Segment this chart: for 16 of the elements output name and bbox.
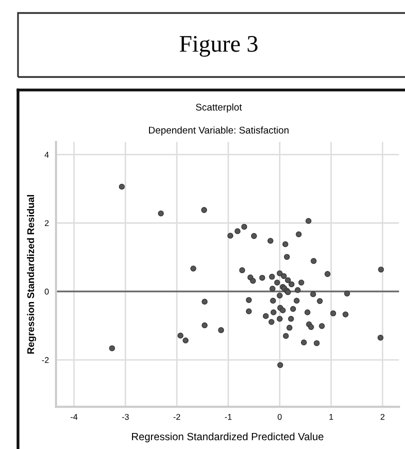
- x-tick-label: 0: [278, 414, 282, 420]
- chart-subtitle: Dependent Variable: Satisfaction: [149, 126, 289, 136]
- chart-title: Scatterplot: [196, 103, 242, 113]
- y-tick-label: 2: [44, 220, 49, 226]
- x-tick-label: -2: [174, 414, 180, 420]
- y-tick-label: 4: [44, 152, 49, 158]
- x-tick-label: 2: [380, 414, 384, 420]
- y-tick-label: -2: [42, 357, 49, 363]
- caption: Figure 3: [180, 36, 258, 57]
- y-tick-label: 0: [44, 288, 49, 295]
- x-tick-label: 1: [329, 414, 334, 420]
- x-tick-label: -1: [224, 414, 232, 420]
- x-tick-label: -4: [70, 414, 78, 420]
- y-axis-title: Regression Standardized Residual: [26, 195, 36, 354]
- x-tick-label: -3: [122, 414, 129, 420]
- x-axis-title: Regression Standardized Predicted Value: [132, 432, 324, 442]
